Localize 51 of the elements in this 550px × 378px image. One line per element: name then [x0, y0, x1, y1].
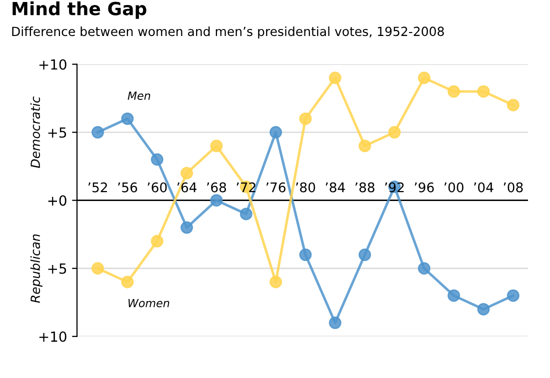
x-tick-label: ’96 [414, 182, 434, 192]
series-label: Men [128, 92, 150, 100]
point [210, 140, 223, 152]
point [92, 126, 104, 139]
y-tick-label: +0 [48, 195, 66, 206]
point [506, 98, 520, 112]
point [180, 221, 194, 234]
point [92, 262, 104, 275]
point [328, 72, 342, 84]
point [270, 126, 282, 139]
x-tick-label: ’68 [207, 182, 226, 192]
x-tick-label: ’88 [355, 182, 374, 192]
point [328, 316, 342, 330]
x-tick-label: ’84 [326, 182, 345, 192]
point [358, 140, 372, 152]
text: Republican [30, 234, 42, 303]
chart-title: Mind the Gap [12, 1, 146, 19]
x-tick-label: ’60 [148, 182, 167, 192]
x-tick-label: ’76 [266, 182, 286, 192]
x-tick-label: ’04 [474, 182, 494, 192]
point [150, 234, 164, 248]
point [448, 289, 460, 302]
series-label: Women [128, 298, 170, 308]
point [358, 248, 372, 262]
x-tick-label: ’56 [118, 182, 138, 192]
point [270, 276, 282, 288]
point [121, 276, 134, 288]
chart-subtitle: Difference between women and men’s presidential votes, 1952-2008 [12, 26, 444, 39]
point [418, 72, 430, 84]
point [448, 85, 460, 98]
point [150, 153, 164, 166]
point [477, 85, 490, 98]
x-tick-label: ’52 [88, 182, 107, 192]
point [506, 289, 520, 302]
point [121, 112, 134, 125]
x-tick-label: ’00 [444, 182, 464, 192]
point [210, 194, 223, 207]
text: Democratic [30, 96, 40, 168]
x-tick-label: ’08 [504, 182, 523, 192]
point [388, 126, 401, 139]
point [299, 248, 312, 262]
point [418, 262, 430, 275]
y-tick-label: +5 [48, 264, 66, 274]
y-tick-label: +10 [39, 331, 66, 342]
point [477, 302, 490, 316]
y-tick-label: +5 [48, 127, 66, 138]
point [240, 208, 252, 220]
y-tick-label: +10 [39, 59, 66, 70]
point [180, 166, 194, 180]
x-tick-label: ’80 [296, 182, 316, 192]
point [299, 112, 312, 125]
